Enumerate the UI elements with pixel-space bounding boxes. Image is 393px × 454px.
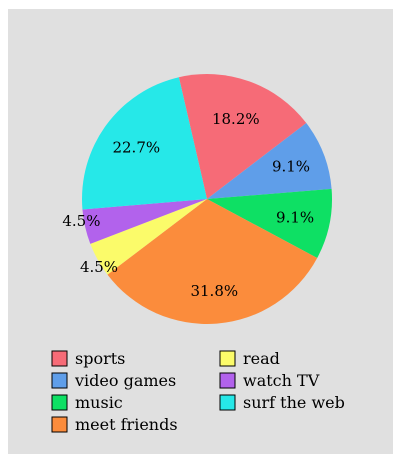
legend-item-watch-TV: watch TV [219, 371, 320, 390]
legend-item-sports: sports [51, 349, 125, 368]
legend-label: meet friends [75, 415, 178, 434]
pie-slice-read [90, 199, 207, 275]
legend-swatch [51, 372, 68, 389]
pie-slice-sports [178, 73, 307, 199]
legend-swatch [219, 350, 236, 367]
slice-value-label: 31.8% [190, 282, 238, 300]
legend-swatch [51, 350, 68, 367]
legend-swatch [51, 394, 68, 411]
legend-label: video games [74, 371, 176, 390]
legend-swatch [219, 372, 236, 389]
legend-swatch [219, 394, 236, 411]
pie-slice-meet-friends [107, 199, 318, 324]
legend-label: read [243, 349, 280, 368]
legend-label: sports [75, 349, 125, 368]
slice-value-label: 18.2% [212, 110, 260, 128]
legend-item-music: music [51, 393, 123, 412]
pie-slice-watch-TV [82, 199, 207, 244]
legend-swatch [51, 416, 68, 433]
legend-label: music [75, 393, 123, 412]
legend-item-surf-the-web: surf the web [219, 393, 345, 412]
slice-value-label: 4.5% [62, 212, 100, 230]
slice-value-label: 9.1% [272, 158, 310, 176]
legend-item-read: read [219, 349, 280, 368]
pie-slice-video-games [207, 123, 332, 199]
legend-item-meet-friends: meet friends [51, 415, 178, 434]
slice-value-label: 22.7% [112, 138, 160, 156]
pie-slice-surf-the-web [82, 77, 207, 210]
slice-value-label: 9.1% [276, 208, 314, 226]
legend-label: surf the web [243, 393, 345, 412]
slice-value-label: 4.5% [80, 258, 118, 276]
pie-slice-music [207, 188, 332, 259]
legend-label: watch TV [243, 371, 320, 390]
legend-item-video-games: video games [51, 371, 176, 390]
